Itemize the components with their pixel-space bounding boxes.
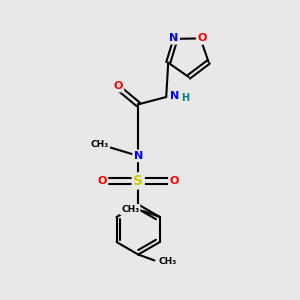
Text: N: N [134,151,143,161]
Text: O: O [98,176,107,186]
Text: O: O [113,81,123,91]
Text: N: N [169,33,179,43]
Text: CH₃: CH₃ [159,257,177,266]
Text: H: H [181,93,189,103]
Text: S: S [133,174,143,188]
Text: CH₃: CH₃ [91,140,109,148]
Text: O: O [169,176,179,186]
Text: CH₃: CH₃ [121,205,139,214]
Text: O: O [197,33,207,43]
Text: N: N [170,91,179,100]
